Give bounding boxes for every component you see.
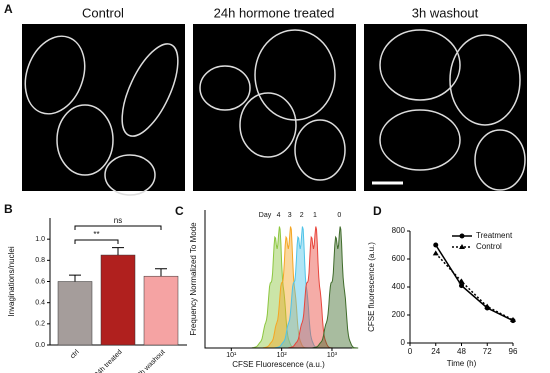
y-tick-label: 1.0 [35, 236, 45, 243]
marker [459, 244, 465, 249]
x-axis-label: CFSE Fluorescence (a.u.) [232, 360, 325, 369]
bracket [74, 225, 162, 230]
y-tick-label: 0.0 [35, 342, 45, 349]
histogram-area [288, 226, 334, 349]
y-tick-label: 600 [392, 254, 406, 263]
y-tick-label: 0.8 [35, 257, 45, 264]
x-tick-label: ctrl [69, 348, 81, 360]
error-bar [69, 274, 81, 282]
x-tick-label: 72 [483, 347, 492, 356]
x-tick-label: 10² [277, 352, 288, 359]
marker [458, 278, 465, 284]
marker [510, 316, 516, 322]
legend-label: Control [476, 242, 502, 251]
x-tick-label: 24h treated [94, 349, 124, 373]
x-tick-label: 96 [509, 347, 518, 356]
image-title: 3h washout [412, 5, 479, 20]
y-tick-label: 200 [392, 310, 406, 319]
legend-title: Day [259, 212, 272, 219]
marker [484, 303, 491, 309]
bar [100, 254, 136, 346]
y-axis-label: Frequency Normalized To Mode [189, 222, 198, 336]
legend-label: 0 [337, 212, 341, 219]
legend-label: 1 [313, 212, 317, 219]
image-title: Control [82, 5, 124, 20]
y-axis-label: CFSE fluorescence (a.u.) [367, 242, 376, 332]
line [435, 252, 514, 321]
y-tick-label: 0.4 [35, 300, 45, 307]
micrograph [22, 24, 527, 196]
error-bar [155, 268, 167, 277]
x-tick-label: 3h washout [136, 349, 166, 373]
marker [432, 250, 439, 256]
histogram-area [312, 226, 359, 349]
x-tick-label: 10¹ [226, 352, 237, 359]
panel-label: D [373, 204, 382, 218]
bar [143, 275, 179, 346]
x-tick-label: 48 [457, 347, 466, 356]
y-tick-label: 800 [392, 226, 406, 235]
y-tick-label: 0 [401, 338, 406, 347]
marker [459, 233, 465, 239]
marker [433, 242, 439, 248]
panel-label: B [4, 202, 13, 216]
y-tick-label: 400 [392, 282, 406, 291]
x-tick-label: 0 [408, 347, 413, 356]
histogram-area [262, 226, 309, 349]
error-bar [112, 247, 124, 256]
annotation: ** [93, 230, 99, 239]
bar [57, 281, 93, 346]
image-title: 24h hormone treated [214, 5, 335, 20]
annotation: ns [114, 216, 122, 225]
line [435, 244, 514, 322]
legend-label: 4 [277, 212, 281, 219]
panel-label: A [4, 2, 13, 16]
y-tick-label: 0.2 [35, 321, 45, 328]
y-tick-label: 0.6 [35, 278, 45, 285]
legend-label: Treatment [476, 231, 513, 240]
legend-label: 2 [300, 212, 304, 219]
bracket [74, 239, 119, 244]
x-tick-label: 24 [431, 347, 440, 356]
legend-label: 3 [288, 212, 292, 219]
panel-label: C [175, 204, 184, 218]
marker [459, 283, 464, 289]
histogram-area [274, 226, 321, 349]
histogram-area [251, 226, 298, 349]
x-tick-label: 10³ [327, 352, 338, 359]
x-axis-label: Time (h) [447, 359, 477, 368]
y-axis-label: Invaginations/nuclei [7, 246, 16, 316]
axis [204, 210, 352, 349]
